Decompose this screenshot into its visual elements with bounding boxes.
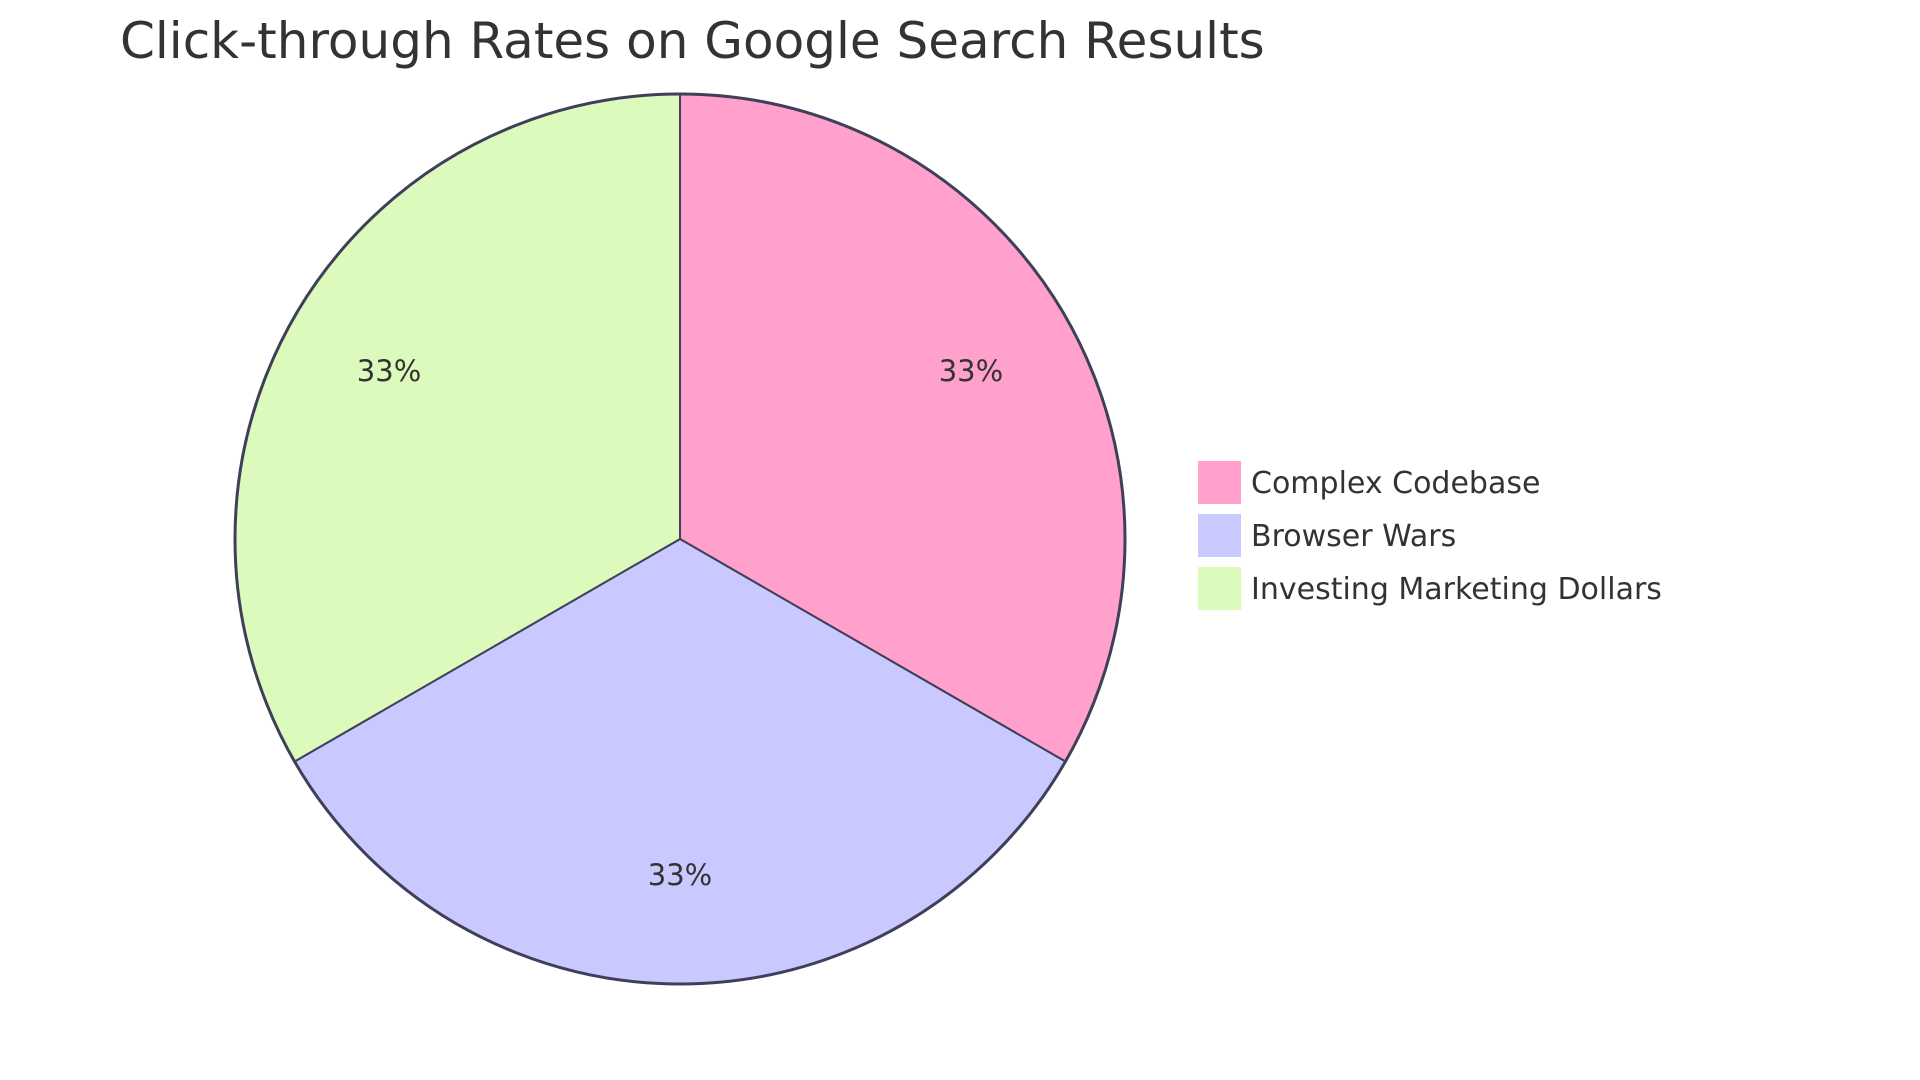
legend-swatch bbox=[1196, 512, 1243, 559]
slice-label: 33% bbox=[648, 858, 712, 892]
legend-swatch bbox=[1196, 459, 1243, 506]
legend-label: Investing Marketing Dollars bbox=[1251, 572, 1662, 607]
slice-label: 33% bbox=[939, 354, 1003, 388]
legend-label: Complex Codebase bbox=[1251, 466, 1540, 501]
legend-swatch bbox=[1196, 565, 1243, 612]
pie-outline bbox=[233, 92, 1127, 986]
chart-title: Click-through Rates on Google Search Res… bbox=[120, 12, 1265, 70]
legend-label: Browser Wars bbox=[1251, 519, 1456, 554]
slice-label: 33% bbox=[357, 354, 421, 388]
